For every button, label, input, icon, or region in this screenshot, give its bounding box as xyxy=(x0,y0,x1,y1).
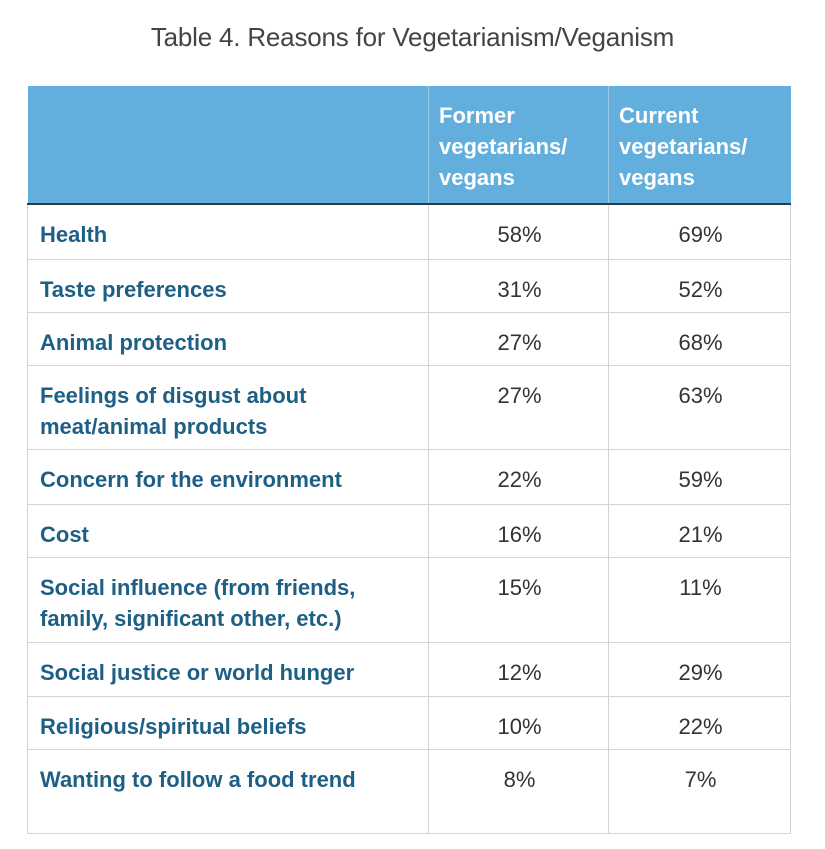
row-label: Cost xyxy=(27,504,429,558)
current-value: 68% xyxy=(608,312,791,366)
former-value: 10% xyxy=(428,696,609,750)
row-label: Religious/spiritual beliefs xyxy=(27,696,429,750)
table-row: Health 58% 69% xyxy=(27,203,791,260)
table-row: Wanting to follow a food trend 8% 7% xyxy=(27,749,791,834)
header-current: Current vegetarians/ vegans xyxy=(608,86,791,205)
current-value: 59% xyxy=(608,449,791,505)
table-row: Animal protection 27% 68% xyxy=(27,312,791,366)
current-value: 29% xyxy=(608,642,791,697)
former-value: 12% xyxy=(428,642,609,697)
current-value: 63% xyxy=(608,365,791,450)
row-label: Taste preferences xyxy=(27,259,429,313)
header-former: Former vegetarians/ vegans xyxy=(428,86,609,205)
header-row: Former vegetarians/ vegans Current veget… xyxy=(27,86,791,205)
current-value: 52% xyxy=(608,259,791,313)
row-label: Feelings of disgust about meat/animal pr… xyxy=(27,365,429,450)
former-value: 22% xyxy=(428,449,609,505)
table-row: Cost 16% 21% xyxy=(27,504,791,558)
former-value: 58% xyxy=(428,203,609,260)
table-row: Feelings of disgust about meat/animal pr… xyxy=(27,365,791,450)
table-row: Taste preferences 31% 52% xyxy=(27,259,791,313)
former-value: 27% xyxy=(428,312,609,366)
current-value: 11% xyxy=(608,557,791,643)
table-row: Social justice or world hunger 12% 29% xyxy=(27,642,791,697)
former-value: 27% xyxy=(428,365,609,450)
row-label: Concern for the environment xyxy=(27,449,429,505)
table-row: Religious/spiritual beliefs 10% 22% xyxy=(27,696,791,750)
table-row: Social influence (from friends, family, … xyxy=(27,557,791,643)
former-value: 8% xyxy=(428,749,609,834)
former-value: 31% xyxy=(428,259,609,313)
table-title: Table 4. Reasons for Vegetarianism/Vegan… xyxy=(150,22,675,52)
row-label: Animal protection xyxy=(27,312,429,366)
row-label: Social influence (from friends, family, … xyxy=(27,557,429,643)
table-row: Concern for the environment 22% 59% xyxy=(27,449,791,505)
former-value: 16% xyxy=(428,504,609,558)
current-value: 22% xyxy=(608,696,791,750)
row-label: Health xyxy=(27,203,429,260)
current-value: 69% xyxy=(608,203,791,260)
reasons-table: Former vegetarians/ vegans Current veget… xyxy=(27,86,791,834)
former-value: 15% xyxy=(428,557,609,643)
header-blank xyxy=(27,86,429,205)
row-label: Social justice or world hunger xyxy=(27,642,429,697)
current-value: 7% xyxy=(608,749,791,834)
current-value: 21% xyxy=(608,504,791,558)
row-label: Wanting to follow a food trend xyxy=(27,749,429,834)
